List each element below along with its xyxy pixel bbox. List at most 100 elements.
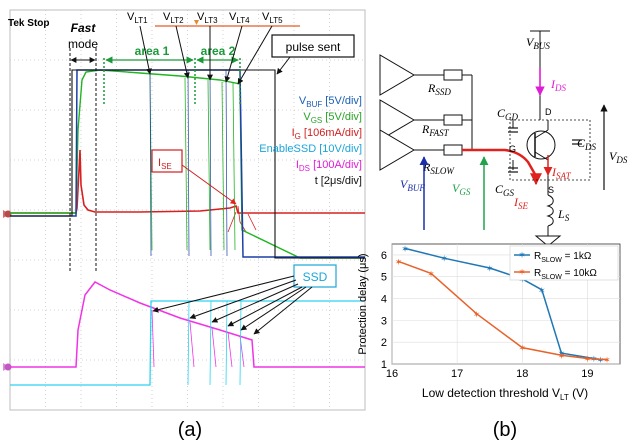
capacitor-box (509, 119, 591, 181)
delay-chart: 16 17 18 19 1 2 3 4 5 6 ✶✶✶✶✶✶✶✶✶✶✶✶✶✶✶ ✶ RSLOW =… (357, 243, 621, 441)
chart-point: ✶ (401, 244, 409, 254)
chart-legend-box (509, 245, 619, 281)
chart-point: ✶ (427, 269, 435, 279)
vlt4-label: VLT4 (229, 11, 250, 25)
chart-ytick: 6 (381, 250, 387, 262)
vlt2-label: VLT2 (163, 11, 184, 25)
chart-point: ✶ (558, 349, 566, 359)
cgs-label: CGS (495, 182, 515, 198)
pulse-sent-box (271, 34, 355, 58)
vlt5-label: VLT5 (262, 11, 283, 25)
transistor-body (526, 130, 556, 160)
inductor-ls (546, 194, 554, 227)
gate-current-path (462, 148, 538, 177)
caption-b: (b) (493, 419, 517, 441)
chart-series-line-1 (398, 260, 608, 361)
legend-vbuf: VBUF [5V/div] (299, 95, 362, 109)
chart-ytick: 4 (381, 294, 387, 306)
ch-marker-ids-dot (4, 363, 12, 371)
chart-xlabel: Low detection threshold VLT (V) (422, 386, 588, 402)
chart-ytick: 2 (381, 337, 387, 349)
vlt1-label: VLT1 (127, 11, 148, 25)
fast-mode-label-1: Fast (71, 21, 97, 35)
trace-vbuf-turnoff (149, 69, 228, 257)
vlt1-arrow (139, 25, 152, 75)
legend-time: t [2μs/div] (315, 175, 362, 187)
rssd-label: RSSD (427, 81, 451, 97)
pin-g: G (509, 144, 516, 154)
trace-pulse (10, 69, 365, 259)
buffer-slow (379, 129, 415, 171)
resistor-slow (443, 144, 463, 156)
scope-label: Tek Stop (8, 18, 49, 29)
ssd-label: SSD (303, 270, 328, 284)
legend-mark-10k: ✶ (518, 267, 526, 277)
circuit-panel: RSSD RFAST RSLOW VBUF VGS VBUS IDS D G (379, 30, 628, 253)
vbuf-label: VBUF (400, 177, 425, 193)
scope-grid (10, 10, 365, 410)
chart-xtick: 18 (516, 368, 528, 380)
pin-d: D (545, 107, 552, 117)
trace-vgs-turnoff (149, 73, 236, 251)
legend-label-10k: RSLOW = 10kΩ (534, 268, 597, 281)
vgs-label: VGS (452, 181, 471, 197)
chart-point: ✶ (486, 264, 494, 274)
buffer-ssd (379, 54, 415, 96)
chart-point: ✶ (473, 309, 481, 319)
chart-point: ✶ (603, 355, 611, 365)
area1-label: area 1 (135, 44, 170, 58)
legend-label-1k: RSLOW = 1kΩ (534, 251, 592, 264)
pulse-sent-arrow (276, 56, 291, 75)
legend-ig: IG [106mA/div] (292, 127, 362, 141)
trigger-marker (194, 20, 199, 25)
chart-series-line-0 (404, 247, 601, 361)
fast-mode-label-2: mode (68, 37, 98, 51)
vlt2-arrow (175, 25, 190, 79)
vds-label: VDS (609, 149, 628, 165)
vlt4-arrow (224, 25, 243, 83)
scope-legend: VBUF [5V/div] VGS [5V/div] IG [106mA/div… (259, 95, 362, 187)
isat-label: ISAT (551, 165, 572, 181)
chart-point: ✶ (538, 285, 546, 295)
chart-ytick: 5 (381, 272, 387, 284)
chart-xtick: 17 (451, 368, 463, 380)
legend-mark-1k: ✶ (518, 250, 526, 260)
chart-legend: ✶ RSLOW = 1kΩ ✶ RSLOW = 10kΩ (509, 245, 619, 281)
rslow-label: RSLOW (422, 160, 455, 176)
chart-ytick: 1 (381, 359, 387, 371)
chart-point: ✶ (558, 351, 566, 361)
ssd-arrows (152, 275, 313, 335)
scope-panel: Tek Stop Fast mode (3, 9, 366, 441)
pin-s: S (548, 185, 554, 195)
chart-point: ✶ (584, 354, 592, 364)
chart-series: ✶✶✶✶✶✶✶✶✶✶✶✶✶✶✶ (395, 244, 611, 365)
chart-ytick: 3 (381, 315, 387, 327)
area2-label: area 2 (201, 44, 236, 58)
vlt5-arrow (237, 25, 273, 85)
chart-xtick: 16 (386, 368, 398, 380)
legend-enable-ssd: EnableSSD [10V/div] (259, 143, 362, 155)
legend-vgs: VGS [5V/div] (303, 111, 362, 125)
chart-ylabel: Protection delay (μs) (357, 253, 369, 354)
ise-circuit-label: ISE (513, 195, 529, 211)
trace-enable-ssd-steps (187, 300, 242, 386)
transistor-drain-leg (534, 129, 549, 139)
ls-label: LS (557, 207, 570, 223)
resistor-ssd (443, 69, 463, 81)
vbus-label: VBUS (526, 35, 550, 51)
chart-point: ✶ (597, 355, 605, 365)
rfast-label: RFAST (421, 122, 450, 138)
vlt3-label: VLT3 (197, 11, 218, 25)
resistor-fast (443, 114, 463, 126)
waveforms (10, 69, 365, 386)
trace-ids-turnoff (151, 309, 245, 368)
trace-ids (10, 281, 365, 368)
ise-label: ISE (158, 157, 172, 171)
chart-xtick: 19 (581, 368, 593, 380)
cgd-label: CGD (497, 106, 519, 122)
ground-symbol (534, 235, 562, 247)
chart-ticks: 16 17 18 19 1 2 3 4 5 6 (381, 250, 594, 380)
ch-marker-ig-dot (4, 210, 12, 218)
legend-ids: IDS [100A/div] (296, 159, 362, 173)
pulse-sent-label: pulse sent (286, 40, 341, 54)
